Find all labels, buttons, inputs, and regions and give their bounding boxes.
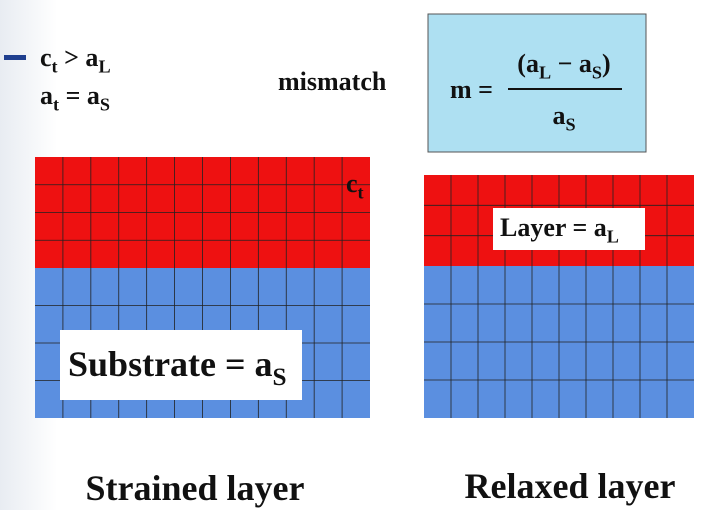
subscript: S [273,364,287,391]
substrate-label: Substrate = aS [68,344,287,391]
slide: ct > aLat = aSmismatchm =(aL − aS)aSctSu… [0,0,717,510]
text-part: c [40,43,52,72]
condition: at = aS [40,81,110,115]
subscript: t [358,183,364,203]
caption: Strained layer [86,468,305,508]
text-part: ) [602,49,611,78]
caption: Relaxed layer [465,466,676,506]
subscript: L [539,63,551,83]
text-part: = a [59,81,100,110]
text-part: a [552,101,565,130]
subscript: L [607,227,619,247]
bullet-dash [4,55,26,60]
formula-lhs: m = [450,75,493,104]
subscript: S [100,95,110,115]
text-part: Substrate = a [68,344,273,384]
subscript: S [592,63,602,83]
text-part: − a [551,49,592,78]
subscript: S [565,115,575,135]
text-part: Layer = a [500,213,607,242]
layer-label: Layer = aL [500,213,619,247]
text-part: c [346,169,358,198]
text-part: (a [517,49,539,78]
text-part: a [40,81,53,110]
subscript: L [98,57,110,77]
mismatch-label: mismatch [278,67,387,96]
text-part: > a [58,43,99,72]
